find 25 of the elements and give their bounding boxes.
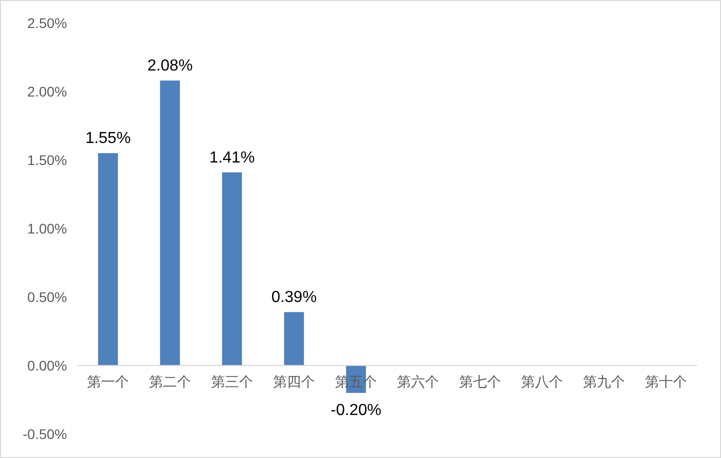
bar [222,172,242,366]
x-tick-label: 第二个 [149,374,191,390]
data-label: 2.08% [147,58,193,75]
x-tick-label: 第六个 [397,374,439,390]
y-tick-label: 2.00% [27,83,67,100]
bar [98,153,118,366]
data-label: 1.55% [85,130,131,148]
y-tick-label: 1.00% [27,220,67,236]
y-tick-label: 2.50% [27,14,67,31]
x-tick-label: 第十个 [645,374,687,390]
bar [284,312,304,366]
y-tick-label: 0.00% [27,357,67,374]
x-tick-label: 第三个 [211,374,253,390]
y-tick-label: 0.50% [27,288,67,305]
y-tick-label: -0.50% [22,426,67,442]
x-tick-label: 第四个 [273,374,315,390]
data-label: -0.20% [330,402,382,419]
y-tick-label: 1.50% [27,152,67,168]
x-tick-label: 第一个 [87,374,129,390]
bar [160,80,180,366]
x-tick-label: 第八个 [521,374,563,390]
data-label: 0.39% [271,289,317,306]
data-label: 1.41% [209,149,255,166]
x-tick-label: 第七个 [459,374,501,390]
x-tick-label: 第九个 [583,374,625,390]
